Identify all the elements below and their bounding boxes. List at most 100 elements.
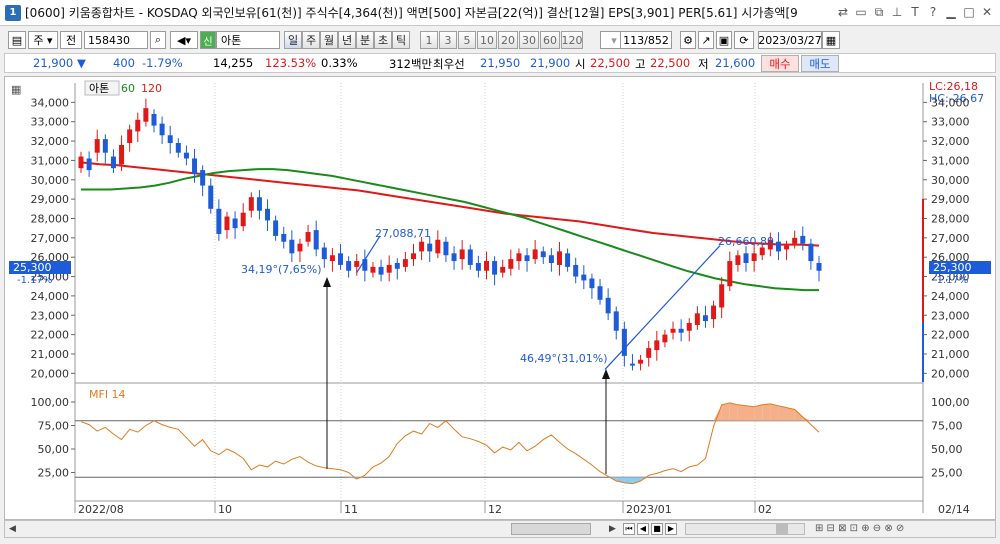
x-tick-label: 02/14	[938, 503, 970, 516]
layout-icon[interactable]: ▤	[8, 31, 26, 49]
stock-name-field[interactable]: 아톤	[216, 31, 280, 49]
trade-amount: 312백만	[389, 57, 433, 71]
interval-3-button[interactable]: 3	[439, 31, 457, 49]
turnover-rate: 0.33%	[321, 56, 358, 70]
candle-body	[362, 259, 368, 271]
high-price: 22,500	[650, 56, 691, 70]
y-tick-label: 31,000	[31, 154, 70, 167]
speaker-icon[interactable]: ◀▾	[170, 31, 198, 49]
zoom-slider-thumb[interactable]	[776, 524, 788, 534]
stock-code-input[interactable]: 158430	[84, 31, 148, 49]
candle-body	[694, 313, 700, 325]
first-icon[interactable]: ⏮	[623, 523, 635, 535]
y-tick-label-right: 32,000	[931, 135, 970, 148]
buy-button[interactable]: 매수	[761, 55, 799, 72]
chart-scrollbar[interactable]: ◀ ▶ ⏮ ◀ ■ ▶ ⊞ ⊟ ⊠ ⊡ ⊕ ⊖ ⊗ ⊘	[4, 520, 996, 538]
minimize-small-icon[interactable]: ▭	[855, 5, 867, 19]
window-controls: ⇄ ▭ ⧉ ⊥ T ? ▁ □ ✕	[836, 4, 994, 20]
period-select[interactable]: 주 ▾	[28, 31, 58, 49]
search-icon[interactable]: ⌕	[150, 31, 166, 49]
market-category-button[interactable]: 전	[60, 31, 82, 49]
candle-body	[78, 156, 84, 169]
current-pct-left: -1.17%	[17, 275, 52, 286]
candle-body	[256, 197, 262, 211]
interval-10-button[interactable]: 10	[477, 31, 497, 49]
text-icon[interactable]: T	[911, 5, 919, 19]
candle-body	[759, 247, 765, 256]
y-tick-label-right: 27,000	[931, 232, 970, 245]
interval-20-button[interactable]: 20	[498, 31, 518, 49]
scroll-right-icon[interactable]: ▶	[609, 524, 616, 534]
help-icon[interactable]: ?	[929, 5, 937, 19]
candle-body	[143, 108, 149, 122]
period-day-button[interactable]: 일	[284, 31, 302, 49]
y-tick-label-right: 34,000	[931, 96, 970, 109]
zoom-slider[interactable]	[685, 523, 805, 535]
save-icon[interactable]: ▣	[716, 31, 732, 49]
pin-icon[interactable]: ⊥	[891, 5, 903, 19]
candle-body	[240, 212, 246, 227]
price-chart[interactable]: ▦ 아톤 60 120 LC:26,18 HC:-26,67 MFI 14 34…	[5, 77, 995, 519]
legend-stock-name[interactable]: 아톤	[89, 82, 109, 95]
arrow-2-head	[602, 369, 610, 379]
candle-body	[711, 305, 717, 320]
refresh-icon[interactable]: ⟳	[734, 31, 754, 49]
maximize-icon[interactable]: □	[963, 5, 975, 19]
scroll-thumb[interactable]	[511, 523, 591, 535]
candle-body	[775, 241, 781, 252]
trendline-1-end-label: 27,088,71	[375, 227, 431, 240]
chart-panel[interactable]: ▦ 아톤 60 120 LC:26,18 HC:-26,67 MFI 14 34…	[4, 76, 996, 520]
window-number-badge: 1	[5, 4, 21, 21]
open-price: 22,500	[590, 56, 631, 70]
candle-body	[808, 243, 814, 262]
candle-body	[427, 243, 433, 252]
candle-body	[459, 249, 465, 260]
candle-body	[232, 218, 238, 229]
period-minute-button[interactable]: 분	[356, 31, 374, 49]
close-icon[interactable]: ✕	[981, 5, 993, 19]
legend-ma60[interactable]: 60	[121, 82, 135, 95]
y-tick-label: 21,000	[31, 348, 70, 361]
prev-icon[interactable]: ◀	[637, 523, 649, 535]
candle-body	[540, 251, 546, 258]
interval-120-button[interactable]: 120	[561, 31, 583, 49]
link-icon[interactable]: ⇄	[837, 5, 849, 19]
interval-1-button[interactable]: 1	[420, 31, 438, 49]
period-second-button[interactable]: 초	[374, 31, 392, 49]
stop-icon[interactable]: ■	[651, 523, 663, 535]
candle-body	[102, 139, 108, 153]
candle-body	[435, 239, 441, 254]
play-icon[interactable]: ▶	[665, 523, 677, 535]
trendline-1	[356, 235, 381, 273]
period-month-button[interactable]: 월	[320, 31, 338, 49]
interval-30-button[interactable]: 30	[519, 31, 539, 49]
zoom-tools-icon[interactable]: ⊞ ⊟ ⊠ ⊡ ⊕ ⊖ ⊗ ⊘	[815, 523, 905, 534]
restore-small-icon[interactable]: ⧉	[874, 4, 884, 19]
trend-icon[interactable]: ↗	[698, 31, 714, 49]
sell-button[interactable]: 매도	[801, 55, 839, 72]
legend-ma120[interactable]: 120	[141, 82, 162, 95]
scroll-left-icon[interactable]: ◀	[9, 524, 16, 534]
candle-body	[329, 255, 335, 262]
mfi-overbought-fill	[729, 402, 738, 421]
date-input[interactable]: 2023/03/27	[758, 31, 822, 49]
open-label: 시	[575, 57, 586, 71]
grid-icon[interactable]: ⚙	[680, 31, 696, 49]
calendar-icon[interactable]: ▦	[822, 31, 840, 49]
mfi-tick-label-right: 75,00	[931, 420, 963, 433]
mfi-tick-label: 50,00	[38, 443, 70, 456]
candle-body	[500, 266, 506, 273]
candle-body	[273, 220, 279, 236]
period-week-button[interactable]: 주	[302, 31, 320, 49]
minimize-icon[interactable]: ▁	[946, 5, 956, 19]
period-tick-button[interactable]: 틱	[392, 31, 410, 49]
data-count-field[interactable]: 113/852	[620, 31, 672, 49]
y-tick-label: 26,000	[31, 251, 70, 264]
period-year-button[interactable]: 년	[338, 31, 356, 49]
settings-icon[interactable]: ▦	[11, 83, 21, 96]
interval-5-button[interactable]: 5	[458, 31, 476, 49]
interval-60-button[interactable]: 60	[540, 31, 560, 49]
candle-body	[200, 170, 206, 186]
candle-body	[581, 274, 587, 281]
y-tick-label-right: 22,000	[931, 329, 970, 342]
